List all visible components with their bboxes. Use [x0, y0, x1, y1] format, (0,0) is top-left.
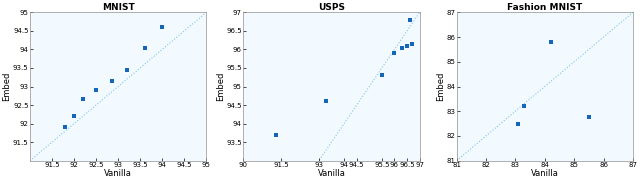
Title: MNIST: MNIST	[102, 3, 134, 12]
X-axis label: Vanilla: Vanilla	[317, 169, 346, 178]
Point	[271, 133, 281, 136]
Point	[404, 18, 415, 21]
Point	[572, 172, 582, 174]
Point	[545, 41, 556, 43]
Point	[407, 42, 417, 45]
Point	[91, 89, 101, 92]
Point	[77, 98, 88, 101]
Y-axis label: Embed: Embed	[436, 72, 445, 101]
Point	[452, 41, 463, 43]
Point	[402, 44, 412, 47]
X-axis label: Vanilla: Vanilla	[104, 169, 132, 178]
X-axis label: Vanilla: Vanilla	[531, 169, 559, 178]
Point	[321, 100, 332, 103]
Point	[397, 46, 407, 49]
Point	[157, 26, 168, 29]
Point	[122, 68, 132, 71]
Point	[513, 122, 524, 125]
Y-axis label: Embed: Embed	[3, 72, 12, 101]
Point	[389, 52, 399, 54]
Title: USPS: USPS	[318, 3, 345, 12]
Point	[519, 105, 529, 108]
Title: Fashion MNIST: Fashion MNIST	[507, 3, 582, 12]
Point	[69, 115, 79, 118]
Point	[377, 74, 387, 77]
Y-axis label: Embed: Embed	[216, 72, 225, 101]
Point	[106, 79, 116, 82]
Point	[60, 126, 70, 129]
Point	[140, 46, 150, 49]
Point	[584, 116, 594, 119]
